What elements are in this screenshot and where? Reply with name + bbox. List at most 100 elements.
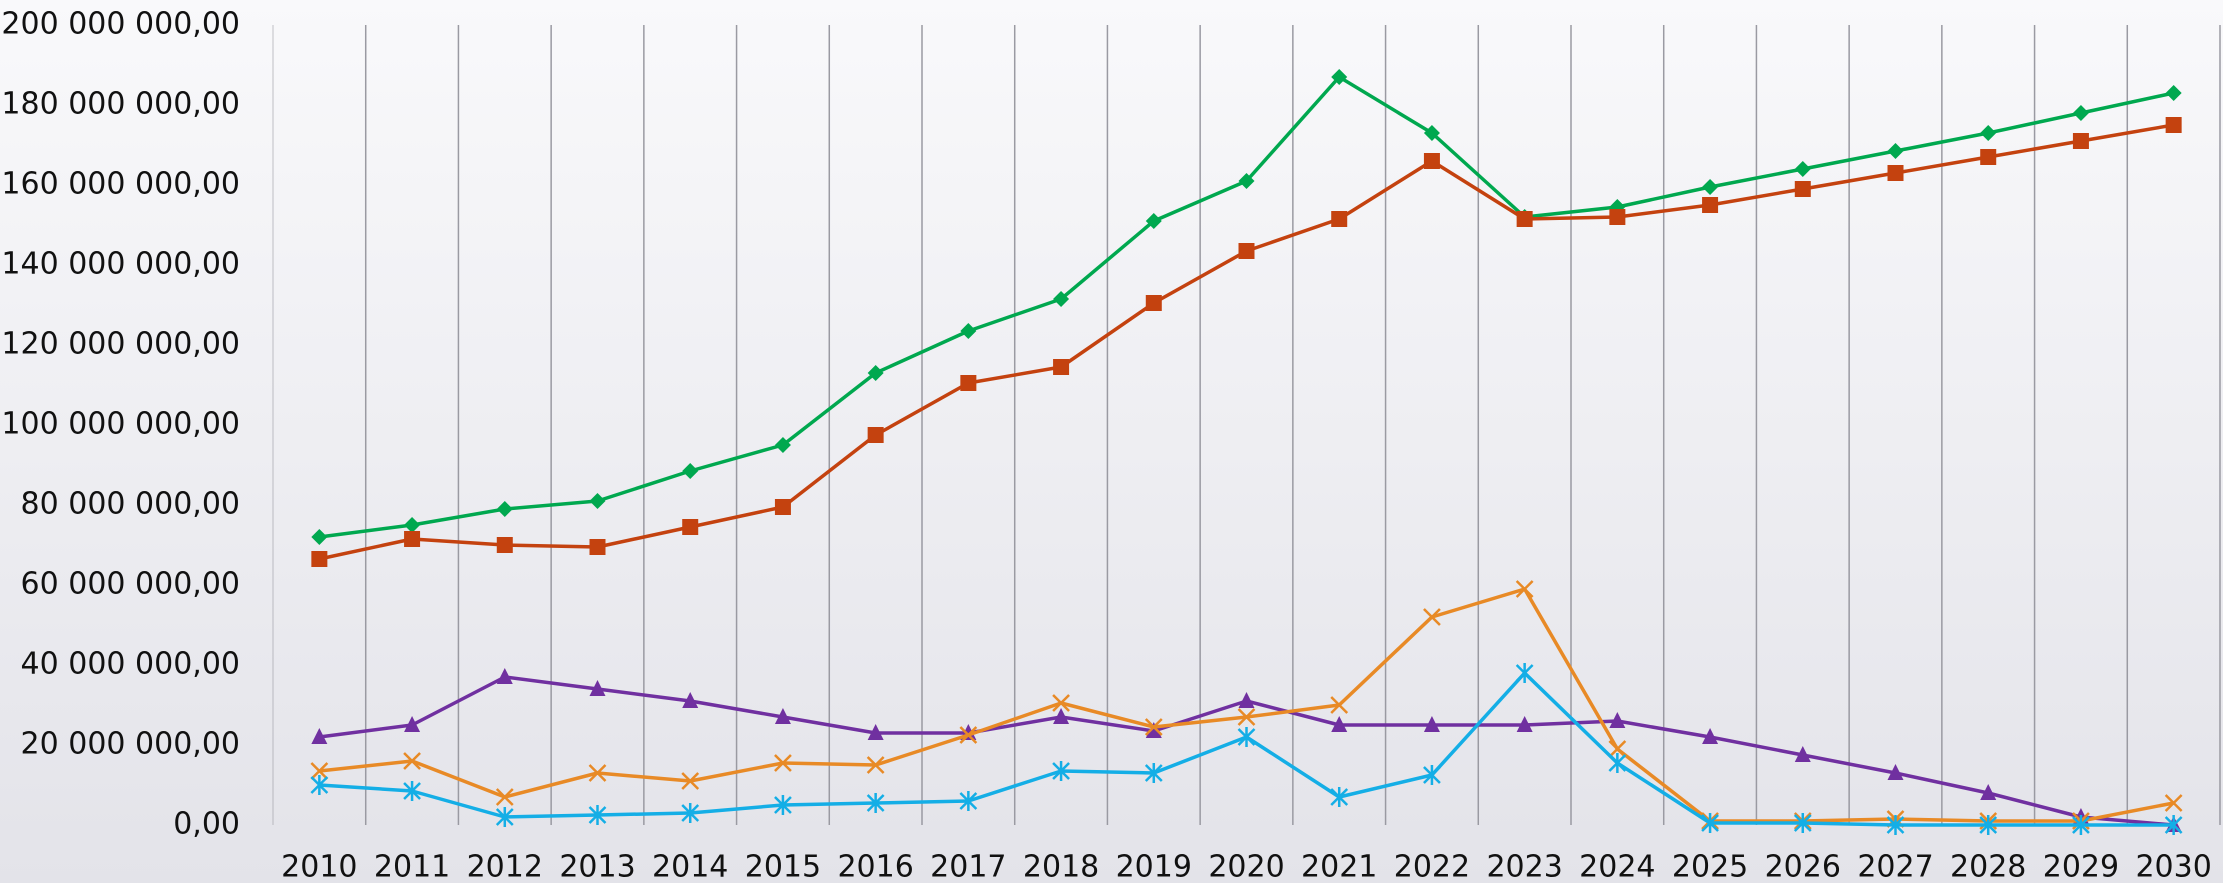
x-tick-label: 2012 — [467, 850, 543, 883]
x-tick-label: 2011 — [374, 850, 450, 883]
marker — [1144, 763, 1163, 783]
y-tick-label: 140 000 000,00 — [1, 247, 240, 282]
y-tick-label: 120 000 000,00 — [1, 327, 240, 362]
marker — [867, 427, 884, 443]
marker — [1515, 580, 1534, 598]
marker — [960, 323, 977, 339]
marker — [589, 539, 606, 555]
marker — [1515, 663, 1534, 683]
marker — [589, 680, 606, 696]
marker — [1144, 718, 1163, 736]
marker — [311, 728, 328, 744]
y-tick-label: 0,00 — [173, 807, 240, 842]
x-tick-label: 2023 — [1486, 850, 1562, 883]
marker — [774, 754, 792, 772]
x-tick-label: 2013 — [559, 850, 635, 883]
marker — [496, 668, 513, 684]
marker — [1516, 716, 1533, 732]
marker — [1423, 153, 1440, 169]
marker — [1053, 708, 1070, 724]
marker — [2164, 794, 2183, 812]
marker — [2072, 815, 2090, 835]
marker — [1423, 765, 1441, 785]
marker — [1980, 125, 1997, 141]
marker — [866, 793, 885, 813]
y-tick-label: 60 000 000,00 — [21, 567, 240, 602]
marker — [1702, 179, 1719, 195]
marker — [311, 529, 328, 545]
marker — [774, 437, 791, 453]
y-tick-label: 160 000 000,00 — [1, 167, 240, 202]
marker — [1052, 694, 1070, 712]
marker — [495, 807, 514, 827]
x-tick-label: 2014 — [652, 850, 728, 883]
marker — [1237, 727, 1256, 747]
y-tick-label: 40 000 000,00 — [21, 647, 240, 682]
x-tick-label: 2029 — [2043, 850, 2119, 883]
marker — [682, 519, 699, 535]
x-tick-label: 2030 — [2135, 850, 2211, 883]
y-tick-label: 100 000 000,00 — [1, 407, 240, 442]
marker — [1330, 787, 1349, 807]
y-tick-label: 20 000 000,00 — [21, 727, 240, 762]
marker — [2164, 815, 2183, 835]
marker — [1887, 165, 1904, 181]
x-tick-label: 2028 — [1950, 850, 2026, 883]
marker — [1052, 761, 1070, 781]
marker — [496, 501, 513, 517]
marker — [1331, 716, 1348, 732]
marker — [1238, 243, 1255, 259]
marker — [681, 803, 700, 823]
x-tick-label: 2018 — [1023, 850, 1099, 883]
marker — [2072, 133, 2089, 149]
marker — [1053, 291, 1070, 307]
marker — [311, 551, 328, 567]
marker — [682, 692, 699, 708]
marker — [310, 775, 329, 795]
x-tick-label: 2024 — [1579, 850, 1655, 883]
marker — [310, 762, 329, 780]
marker — [774, 499, 791, 515]
marker — [959, 726, 978, 744]
y-tick-label: 180 000 000,00 — [1, 87, 240, 122]
marker — [1979, 815, 1998, 835]
marker — [588, 805, 607, 825]
marker — [866, 756, 885, 774]
marker — [1145, 213, 1162, 229]
marker — [1423, 716, 1440, 732]
marker — [1793, 813, 1812, 833]
marker — [1609, 209, 1626, 225]
marker — [495, 788, 514, 806]
marker — [1980, 784, 1997, 800]
x-tick-label: 2019 — [1116, 850, 1192, 883]
marker — [496, 537, 513, 553]
x-tick-label: 2021 — [1301, 850, 1377, 883]
marker — [867, 365, 884, 381]
marker — [1608, 740, 1627, 758]
marker — [867, 724, 884, 740]
marker — [681, 772, 700, 790]
marker — [774, 795, 792, 815]
marker — [404, 716, 421, 732]
marker — [1887, 143, 1904, 159]
marker — [1423, 608, 1441, 626]
marker — [404, 517, 421, 533]
marker — [959, 791, 978, 811]
x-tick-label: 2016 — [837, 850, 913, 883]
marker — [1423, 125, 1440, 141]
marker — [1608, 753, 1627, 773]
x-tick-label: 2017 — [930, 850, 1006, 883]
marker — [1331, 211, 1348, 227]
marker — [2165, 85, 2182, 101]
marker — [1238, 173, 1255, 189]
marker — [2165, 117, 2182, 133]
marker — [960, 375, 977, 391]
marker — [1053, 359, 1070, 375]
marker — [1145, 722, 1162, 738]
x-tick-label: 2022 — [1394, 850, 1470, 883]
marker — [682, 463, 699, 479]
marker — [1237, 708, 1256, 726]
marker — [1609, 712, 1626, 728]
